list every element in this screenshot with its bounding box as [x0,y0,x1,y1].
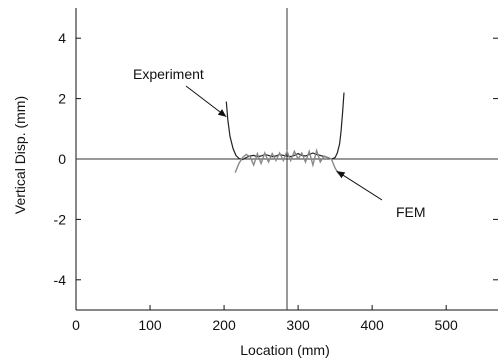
x-tick-label-200: 200 [212,317,236,333]
annotation-arrow-head-1 [336,171,346,179]
x-tick-label-500: 500 [434,317,458,333]
annotation-layer: Experiment FEM [133,66,426,220]
y-tick-label-0: 0 [58,151,66,167]
series-line-fem [234,147,340,175]
x-tick-label-0: 0 [72,317,80,333]
x-tick-label-300: 300 [286,317,310,333]
annotation-arrow-head-0 [217,109,227,117]
y-tick-label--2: -2 [54,211,67,227]
annotation-arrow-line-1 [336,170,383,201]
y-tick-label-4: 4 [58,30,66,46]
series-line-experiment [225,92,345,161]
axes-layer: 0 100 200 300 400 500 -4 -2 0 2 4 [54,8,498,333]
annotation-arrow-line-0 [185,85,227,118]
series-layer [225,92,345,175]
annotation-experiment: Experiment [133,66,204,82]
annotation-fem: FEM [396,204,426,220]
x-tick-label-100: 100 [138,317,162,333]
y-axis-label: Vertical Disp. (mm) [12,96,28,214]
y-tick-label-2: 2 [58,91,66,107]
x-axis-label: Location (mm) [240,342,329,358]
y-tick-label--4: -4 [54,272,67,288]
x-tick-label-400: 400 [360,317,384,333]
